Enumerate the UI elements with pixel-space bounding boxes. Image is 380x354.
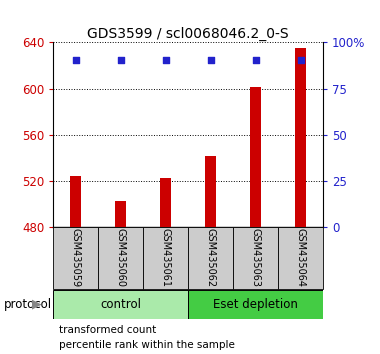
Point	[118, 57, 124, 63]
Text: GSM435064: GSM435064	[296, 228, 306, 287]
Text: protocol: protocol	[4, 298, 52, 310]
Text: control: control	[100, 298, 141, 310]
Bar	[98, 227, 143, 289]
Point	[207, 57, 214, 63]
Point	[252, 57, 258, 63]
Text: GSM435062: GSM435062	[206, 228, 215, 287]
Bar	[188, 227, 233, 289]
Point	[298, 57, 304, 63]
Title: GDS3599 / scl0068046.2_0-S: GDS3599 / scl0068046.2_0-S	[87, 27, 289, 41]
Text: GSM435061: GSM435061	[161, 228, 171, 287]
Bar	[160, 178, 171, 227]
Point	[73, 57, 79, 63]
Bar	[250, 87, 261, 227]
Point	[163, 57, 169, 63]
Bar	[53, 227, 98, 289]
Text: Eset depletion: Eset depletion	[213, 298, 298, 310]
Bar	[53, 290, 188, 319]
Bar	[115, 201, 126, 227]
Bar	[205, 156, 216, 227]
Text: GSM435060: GSM435060	[116, 228, 126, 287]
Bar	[295, 48, 306, 227]
Text: percentile rank within the sample: percentile rank within the sample	[59, 340, 235, 350]
Bar	[70, 176, 81, 227]
Text: ▶: ▶	[32, 298, 41, 310]
Bar	[233, 227, 278, 289]
Bar	[188, 290, 323, 319]
Text: GSM435059: GSM435059	[71, 228, 81, 287]
Text: GSM435063: GSM435063	[250, 228, 261, 287]
Text: transformed count: transformed count	[59, 325, 156, 335]
Bar	[278, 227, 323, 289]
Bar	[143, 227, 188, 289]
